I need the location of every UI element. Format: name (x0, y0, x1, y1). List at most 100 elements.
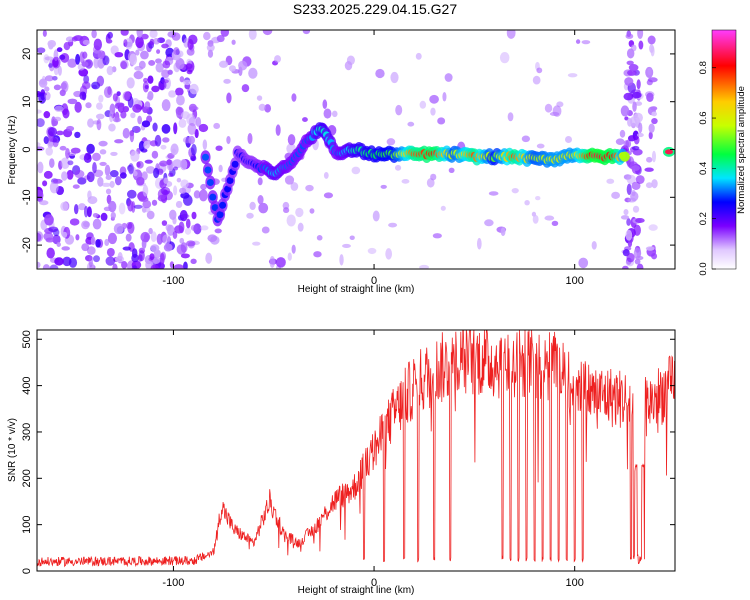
spectrogram-cell (375, 68, 385, 79)
spectrogram-cell (257, 177, 263, 186)
spectrogram-cell (637, 30, 644, 40)
spectrogram-cell (646, 79, 653, 86)
spectrogram-cell (205, 252, 213, 264)
spectrogram-cell (180, 242, 188, 253)
spectrogram-cell (143, 140, 151, 149)
spectrogram-cell (575, 39, 581, 44)
spectrogram-cell (564, 136, 573, 144)
spectrogram-cell (79, 91, 87, 100)
spectrogram-cell (150, 244, 160, 252)
spectrogram-cell (70, 147, 81, 154)
spectrogram-cell (186, 48, 195, 56)
spectrogram-cell (56, 47, 63, 53)
spectrogram-cell (262, 30, 273, 36)
snr-plot-area (37, 330, 675, 571)
spectrogram-cell (167, 224, 175, 236)
spectrogram-cell (62, 108, 70, 119)
spectrogram-cell (302, 117, 308, 123)
spectrogram-cell (385, 248, 393, 260)
spectrogram-cell (161, 69, 170, 79)
spectrogram-cell (180, 253, 190, 259)
spectrogram-cell (632, 101, 637, 112)
spectrogram-cell (152, 256, 161, 265)
spectrogram-cell (536, 67, 543, 74)
spectrogram-cell (109, 180, 115, 188)
spectrogram-cell (63, 42, 71, 51)
spectrogram-cell (207, 234, 218, 242)
snr-series (37, 330, 675, 568)
spectrogram-cell (648, 224, 658, 231)
spectrogram-cell (126, 189, 137, 199)
spectrogram-cell (188, 135, 195, 145)
spectrogram-cell (87, 118, 94, 128)
spectrogram-cell (73, 35, 84, 41)
spectrogram-cell (86, 206, 92, 218)
spectrogram-cell (172, 216, 177, 225)
spectrogram-cell (168, 172, 174, 177)
spectrogram-cell (184, 227, 192, 235)
spectrogram-cell (97, 50, 105, 60)
spectrogram-cell (484, 219, 494, 227)
spectrogram-x-tick-label: -100 (162, 275, 184, 287)
spectrogram-cell (264, 104, 272, 113)
spectrogram-cell (106, 39, 113, 44)
spectrogram-cell (159, 160, 168, 167)
spectrogram-cell (45, 237, 55, 243)
snr-y-tick-label: 400 (21, 376, 33, 394)
snr-y-tick-label: 0 (21, 568, 33, 574)
spectrogram-cell (305, 184, 314, 192)
spectrogram-cell (141, 120, 151, 128)
spectrogram-cell (67, 58, 77, 68)
spectrogram-cell (59, 145, 67, 151)
spectrogram-cell (41, 75, 46, 85)
spectrogram-cell (56, 241, 61, 248)
spectrogram-cell (46, 247, 55, 259)
spectrogram-y-tick-label: 20 (21, 48, 33, 60)
spectrogram-cell (37, 261, 41, 269)
spectrogram-cell (544, 103, 553, 113)
spectrogram-cell (62, 256, 72, 267)
spectrogram-cell (183, 79, 192, 86)
spectrogram-cell (122, 91, 131, 101)
spectrogram-cell (99, 161, 107, 166)
spectrogram-cell (140, 33, 149, 40)
spectrogram-cell (131, 253, 139, 263)
spectrogram-cell (626, 174, 636, 185)
spectrogram-cell (190, 224, 198, 232)
spectrogram-cell (156, 233, 163, 245)
spectrogram-cell (638, 122, 643, 134)
spectrogram-cell (367, 247, 377, 255)
spectrogram-cell (198, 189, 208, 202)
spectrogram-cell (99, 149, 107, 155)
spectrogram-cell (175, 87, 184, 96)
spectrogram-cell (206, 178, 214, 186)
spectrogram-cell (651, 150, 657, 163)
spectrogram-cell (627, 117, 633, 127)
spectrogram-cell (79, 51, 85, 64)
spectrogram-cell (109, 170, 119, 178)
spectrogram-cell (635, 101, 643, 106)
snr-x-tick-label: 100 (566, 577, 584, 589)
spectrogram-cell (105, 188, 112, 195)
spectrogram-cell (419, 100, 427, 109)
spectrogram-cell (83, 74, 90, 84)
spectrogram-cell (153, 167, 160, 179)
spectrogram-cell (59, 54, 66, 60)
spectrogram-y-axis-title: Frequency (Hz) (7, 116, 18, 185)
spectrogram-cell (626, 183, 632, 196)
spectrogram-cell (173, 185, 178, 196)
spectrogram-cell (241, 84, 250, 93)
spectrogram-cell (172, 231, 178, 239)
spectrogram-cell (187, 122, 197, 135)
spectrogram-cell (532, 75, 541, 85)
spectrogram-cell (83, 153, 92, 164)
colorbar-title: Normalized spectral amplitude (736, 86, 747, 214)
spectrogram-cell (49, 181, 59, 194)
spectrogram-cell (135, 36, 144, 49)
spectrogram-cell (109, 111, 114, 123)
spectrogram-cell (173, 264, 184, 269)
spectrogram-cell (256, 95, 263, 101)
spectrogram-cell (145, 166, 156, 174)
spectrogram-cell (107, 232, 117, 245)
